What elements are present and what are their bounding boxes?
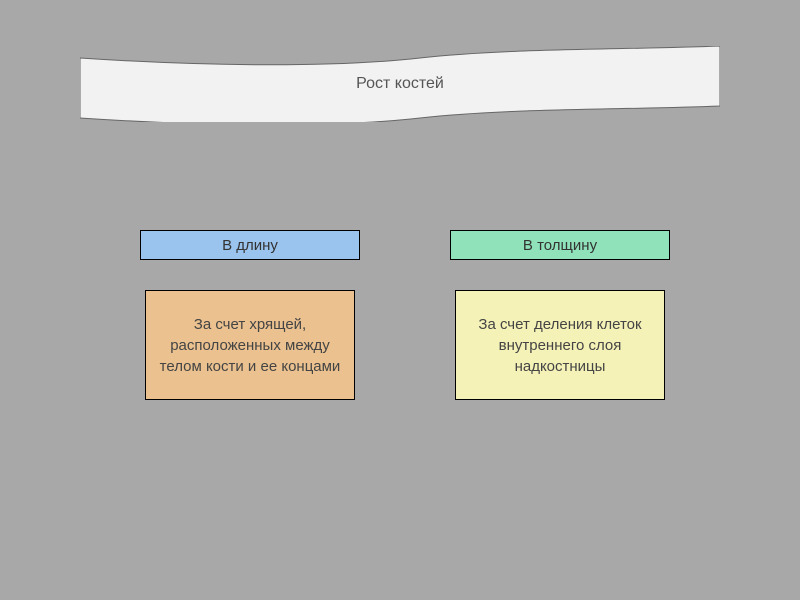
desc-right: За счет деления клеток внутреннего слоя … bbox=[455, 290, 665, 400]
banner-title: Рост костей bbox=[80, 46, 720, 122]
header-right-label: В толщину bbox=[523, 237, 597, 254]
title-banner: Рост костей bbox=[80, 46, 720, 122]
header-left: В длину bbox=[140, 230, 360, 260]
desc-left-text: За счет хрящей, расположенных между тело… bbox=[154, 314, 346, 377]
header-left-label: В длину bbox=[222, 237, 278, 254]
header-right: В толщину bbox=[450, 230, 670, 260]
desc-right-text: За счет деления клеток внутреннего слоя … bbox=[464, 314, 656, 377]
desc-left: За счет хрящей, расположенных между тело… bbox=[145, 290, 355, 400]
